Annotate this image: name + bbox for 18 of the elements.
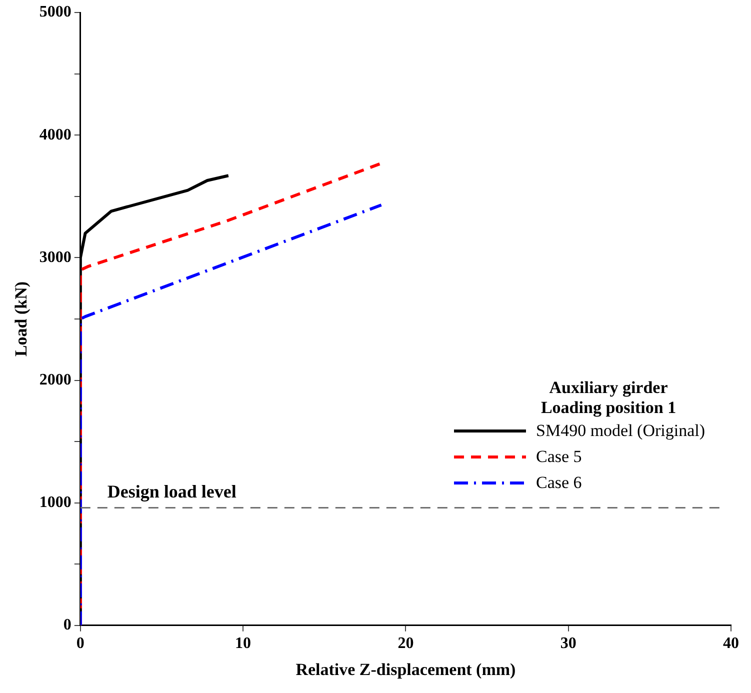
y-tick-label: 3000: [39, 248, 72, 266]
legend-label: Case 6: [536, 473, 582, 493]
legend-title: Auxiliary girder Loading position 1: [540, 378, 678, 418]
x-tick-label: 10: [235, 635, 252, 652]
y-tick-label: 2000: [39, 371, 72, 388]
x-tick-label: 20: [398, 635, 414, 652]
ref-line-label: Design load level: [107, 481, 236, 502]
x-axis-title: Relative Z-displacement (mm): [296, 660, 516, 680]
x-tick-label: 40: [723, 635, 739, 652]
legend-label: SM490 model (Original): [536, 421, 706, 441]
y-tick-label: 1000: [39, 494, 72, 511]
x-tick-label: 0: [76, 635, 84, 652]
legend-label: Case 5: [536, 447, 582, 467]
x-tick-label: 30: [560, 635, 576, 652]
y-tick-label: 0: [63, 616, 72, 634]
y-axis-title: Load (kN): [12, 281, 31, 357]
y-tick-label: 5000: [39, 4, 72, 21]
y-tick-label: 4000: [39, 126, 72, 144]
